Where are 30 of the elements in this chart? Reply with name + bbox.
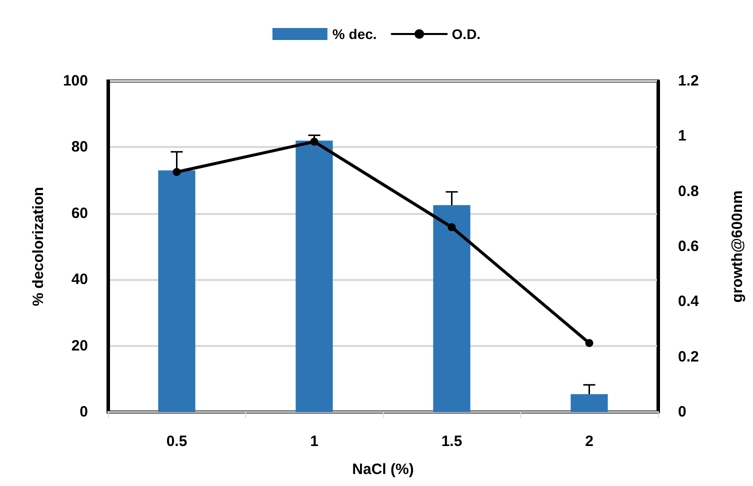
y2-tick-label: 0 <box>678 404 686 420</box>
y-tick-label: 40 <box>71 271 88 288</box>
x-tick-label: 1.5 <box>441 433 462 450</box>
y-tick-label: 80 <box>71 138 88 156</box>
bar <box>158 170 196 412</box>
y-tick-label: 60 <box>71 204 88 222</box>
point <box>585 339 594 348</box>
legend-label: O.D. <box>452 26 481 42</box>
y-tick-label: 0 <box>80 404 88 420</box>
y2-tick-label: 0.4 <box>678 293 700 310</box>
x-tick-label: 2 <box>585 433 594 450</box>
y-axis-title: % decolorization <box>30 186 47 306</box>
bar <box>570 394 608 412</box>
legend-label: % dec. <box>332 26 377 42</box>
y-tick-label: 100 <box>62 72 88 90</box>
point <box>172 168 181 176</box>
y2-tick-label: 0.2 <box>678 348 699 366</box>
y2-tick-label: 0.6 <box>678 238 699 255</box>
x-axis-title: NaCl (%) <box>352 461 414 478</box>
x-tick-label: 1 <box>310 433 318 450</box>
y2-tick-label: 0.8 <box>678 182 699 200</box>
point <box>448 223 456 232</box>
point <box>310 138 318 146</box>
bar <box>433 205 470 412</box>
y-tick-label: 20 <box>71 337 88 354</box>
y2-tick-label: 1.2 <box>678 72 699 90</box>
y2-tick-label: 1 <box>678 128 686 145</box>
x-tick-label: 0.5 <box>166 433 188 450</box>
bar <box>296 140 333 412</box>
y2-axis-title: growth@600nm <box>729 190 746 303</box>
